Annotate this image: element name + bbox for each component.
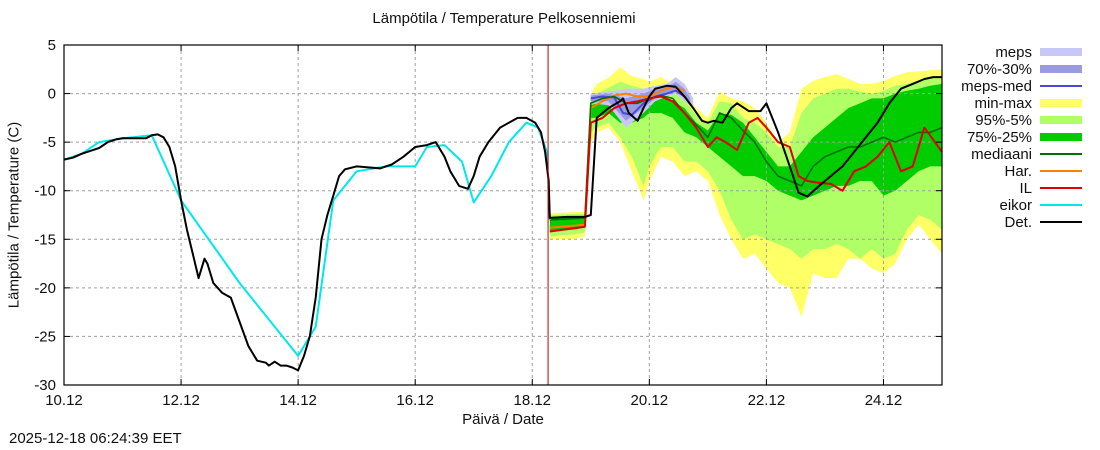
x-tick-label: 18.12 <box>513 392 551 409</box>
bands-layer <box>549 67 942 317</box>
legend-swatch <box>1040 133 1082 141</box>
legend-label: 70%-30% <box>967 61 1032 78</box>
x-tick-label: 10.12 <box>45 392 83 409</box>
y-tick-label: -25 <box>34 328 56 345</box>
y-tick-label: -30 <box>34 377 56 394</box>
x-tick-label: 16.12 <box>396 392 434 409</box>
chart-title: Lämpötila / Temperature Pelkosenniemi <box>372 10 636 27</box>
legend-label: meps-med <box>961 78 1032 95</box>
x-tick-label: 20.12 <box>631 392 669 409</box>
grid-layer <box>64 45 942 385</box>
legend-label: mediaani <box>971 146 1032 163</box>
x-axis-label: Päivä / Date <box>462 411 544 428</box>
x-tick-label: 12.12 <box>162 392 200 409</box>
series-il <box>549 95 943 233</box>
legend-label: 75%-25% <box>967 129 1032 146</box>
legend-label: eikor <box>999 197 1032 214</box>
y-tick-label: 5 <box>48 37 56 54</box>
legend-swatch <box>1040 65 1082 73</box>
x-tick-label: 14.12 <box>279 392 317 409</box>
band-75-25- <box>549 83 942 232</box>
y-tick-label: -10 <box>34 183 56 200</box>
legend-swatch <box>1040 99 1082 107</box>
legend-swatch <box>1040 48 1082 56</box>
y-tick-label: 0 <box>48 86 56 103</box>
legend-label: Har. <box>1004 163 1032 180</box>
plot-frame <box>63 44 943 386</box>
legend-swatch <box>1040 116 1082 124</box>
legend-label: Det. <box>1004 214 1032 231</box>
legend-label: min-max <box>974 95 1032 112</box>
y-tick-label: -20 <box>34 280 56 297</box>
legend-label: meps <box>995 44 1032 61</box>
frame-layer: 10.12 12.12 14.12 16.12 18.12 20.12 22.12 24.12… <box>34 37 943 409</box>
y-tick-label: -15 <box>34 231 56 248</box>
y-tick-label: -5 <box>43 134 56 151</box>
legend: meps70%-30%meps-medmin-max95%-5%75%-25%m… <box>961 44 1082 231</box>
legend-label: IL <box>1019 180 1032 197</box>
x-tick-label: 24.12 <box>865 392 903 409</box>
legend-label: 95%-5% <box>975 112 1032 129</box>
timestamp: 2025-12-18 06:24:39 EET <box>9 430 182 447</box>
lines-layer <box>63 45 943 385</box>
series-det <box>63 76 942 372</box>
x-tick-label: 22.12 <box>748 392 786 409</box>
